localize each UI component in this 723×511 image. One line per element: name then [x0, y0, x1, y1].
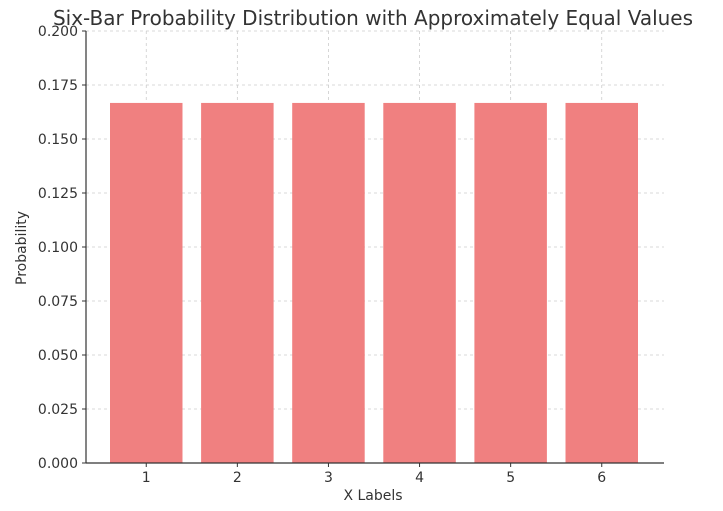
y-tick-label: 0.025: [38, 402, 78, 418]
y-axis-label: Probability: [14, 211, 30, 285]
x-axis-label: X Labels: [343, 488, 402, 504]
y-tick-label: 0.150: [38, 132, 78, 148]
axes: [82, 30, 664, 467]
y-tick-label: 0.100: [38, 240, 78, 256]
y-tick-label: 0.000: [38, 456, 78, 472]
x-tick-labels: 1 2 3 4 5 6: [142, 470, 607, 486]
bar-1: [110, 102, 183, 463]
bar-6: [565, 102, 638, 463]
x-tick-label: 5: [506, 470, 515, 486]
y-tick-label: 0.175: [38, 78, 78, 94]
y-tick-labels: 0.000 0.025 0.050 0.075 0.100 0.125 0.150 0.175…: [38, 24, 78, 472]
y-tick-label: 0.050: [38, 348, 78, 364]
bar-3: [292, 102, 365, 463]
bar-4: [383, 102, 456, 463]
bar-2: [201, 102, 274, 463]
chart-title: Six-Bar Probability Distribution with Ap…: [53, 6, 693, 30]
x-tick-label: 6: [597, 470, 606, 486]
bar-5: [474, 102, 547, 463]
x-tick-label: 2: [233, 470, 242, 486]
y-tick-label: 0.200: [38, 24, 78, 40]
y-tick-label: 0.125: [38, 186, 78, 202]
y-tick-label: 0.075: [38, 294, 78, 310]
x-tick-label: 3: [324, 470, 333, 486]
x-tick-label: 4: [415, 470, 424, 486]
bars: [110, 102, 638, 463]
x-tick-label: 1: [142, 470, 151, 486]
